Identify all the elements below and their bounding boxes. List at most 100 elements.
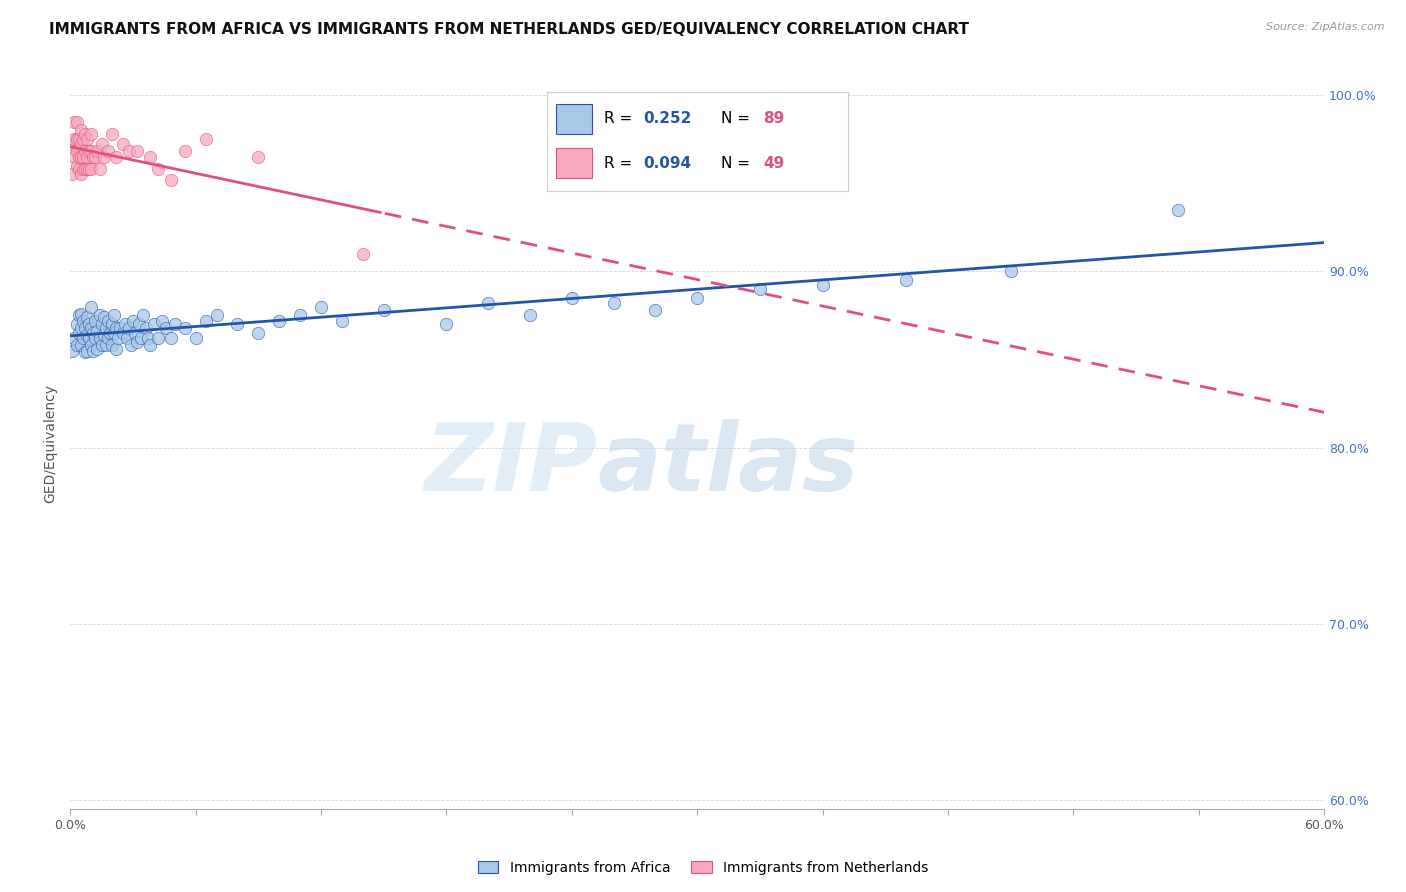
- Point: [80, 338, 103, 352]
- Point: [89, 309, 111, 323]
- Point: [195, 132, 218, 146]
- Point: [686, 291, 709, 305]
- Point: [159, 331, 181, 345]
- Point: [226, 317, 249, 331]
- Point: [118, 145, 141, 159]
- Point: [811, 278, 834, 293]
- Point: [72, 314, 94, 328]
- Point: [65, 338, 87, 352]
- Point: [77, 317, 100, 331]
- Point: [63, 150, 86, 164]
- Point: [76, 150, 98, 164]
- Point: [69, 320, 91, 334]
- Point: [80, 162, 103, 177]
- Point: [80, 127, 103, 141]
- Point: [330, 314, 353, 328]
- Point: [73, 162, 96, 177]
- Point: [163, 317, 186, 331]
- Point: [159, 172, 181, 186]
- Point: [1000, 264, 1022, 278]
- Point: [896, 273, 918, 287]
- Point: [120, 338, 142, 352]
- Point: [67, 162, 90, 177]
- Point: [86, 324, 108, 338]
- Point: [69, 168, 91, 182]
- Point: [1167, 202, 1189, 217]
- Point: [72, 132, 94, 146]
- Point: [82, 343, 104, 358]
- Point: [290, 309, 312, 323]
- Point: [146, 162, 169, 177]
- Point: [97, 331, 120, 345]
- Point: [89, 162, 111, 177]
- Point: [93, 150, 115, 164]
- Point: [76, 327, 98, 342]
- Point: [138, 338, 160, 352]
- Point: [247, 326, 270, 340]
- Point: [105, 150, 128, 164]
- Point: [105, 342, 128, 356]
- Point: [76, 310, 98, 325]
- Point: [69, 150, 91, 164]
- Point: [110, 320, 132, 334]
- Point: [73, 345, 96, 359]
- Point: [76, 343, 98, 358]
- Point: [84, 150, 107, 164]
- Point: [72, 162, 94, 177]
- Point: [90, 137, 112, 152]
- Point: [101, 338, 124, 352]
- Point: [138, 150, 160, 164]
- Point: [111, 137, 134, 152]
- Point: [93, 327, 115, 342]
- Point: [128, 317, 150, 331]
- Point: [76, 132, 98, 146]
- Legend: Immigrants from Africa, Immigrants from Netherlands: Immigrants from Africa, Immigrants from …: [472, 855, 934, 880]
- Point: [114, 317, 136, 331]
- Point: [67, 132, 90, 146]
- Text: Source: ZipAtlas.com: Source: ZipAtlas.com: [1267, 22, 1385, 32]
- Point: [63, 114, 86, 128]
- Point: [82, 150, 104, 164]
- Point: [561, 291, 583, 305]
- Point: [60, 343, 83, 358]
- Text: atlas: atlas: [598, 419, 858, 511]
- Point: [205, 309, 228, 323]
- Text: IMMIGRANTS FROM AFRICA VS IMMIGRANTS FROM NETHERLANDS GED/EQUIVALENCY CORRELATIO: IMMIGRANTS FROM AFRICA VS IMMIGRANTS FRO…: [49, 22, 969, 37]
- Point: [77, 162, 100, 177]
- Point: [146, 331, 169, 345]
- Point: [150, 314, 173, 328]
- Point: [101, 317, 124, 331]
- Point: [65, 132, 87, 146]
- Point: [63, 132, 86, 146]
- Point: [269, 314, 291, 328]
- Point: [352, 246, 374, 260]
- Point: [127, 145, 149, 159]
- Point: [86, 145, 108, 159]
- Point: [103, 326, 125, 340]
- Point: [77, 331, 100, 345]
- Point: [436, 317, 458, 331]
- Point: [69, 123, 91, 137]
- Point: [94, 338, 117, 352]
- Point: [142, 317, 165, 331]
- Point: [63, 331, 86, 345]
- Point: [90, 317, 112, 331]
- Point: [80, 300, 103, 314]
- Point: [84, 314, 107, 328]
- Point: [107, 331, 129, 345]
- Point: [94, 320, 117, 334]
- Point: [72, 150, 94, 164]
- Point: [65, 317, 87, 331]
- Point: [69, 338, 91, 352]
- Point: [602, 296, 624, 310]
- Point: [136, 331, 159, 345]
- Point: [93, 310, 115, 325]
- Point: [174, 320, 197, 334]
- Point: [90, 338, 112, 352]
- Point: [309, 300, 332, 314]
- Point: [644, 303, 666, 318]
- Point: [184, 331, 207, 345]
- Point: [115, 331, 138, 345]
- Point: [132, 309, 155, 323]
- Point: [73, 145, 96, 159]
